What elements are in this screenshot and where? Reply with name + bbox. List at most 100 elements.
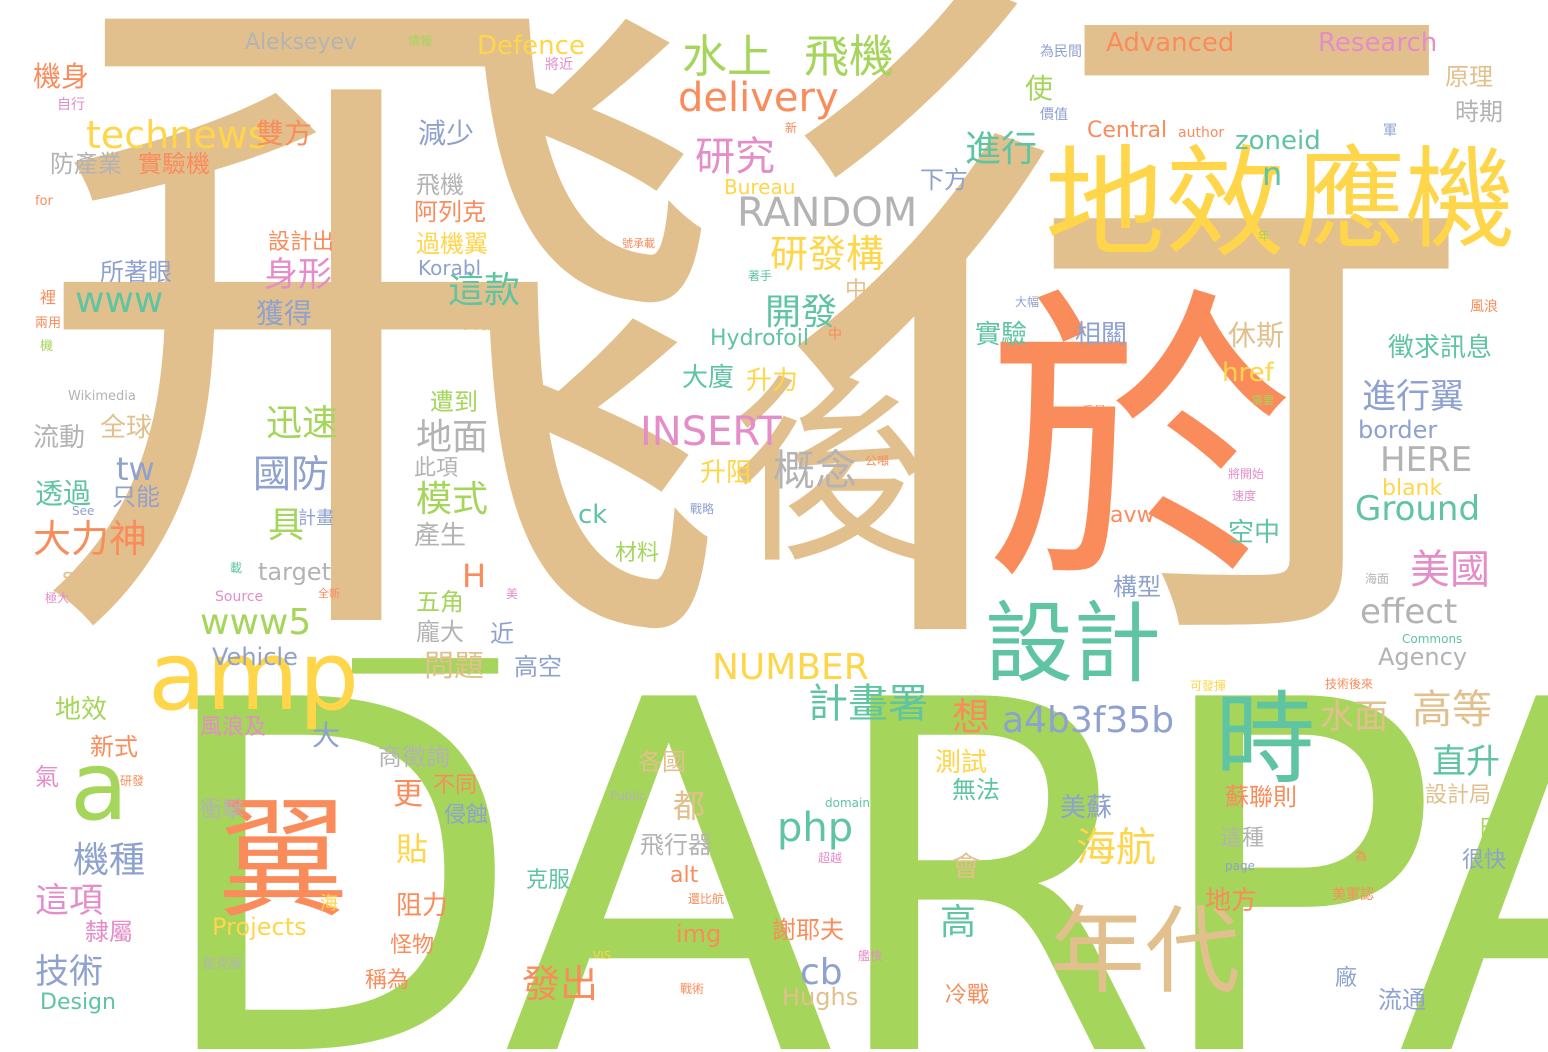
word-xieyefu: 謝耶夫 [772,916,844,944]
word-zhanshu: 戰術 [680,982,705,996]
word-shuishang: 水上 [682,30,773,83]
word-dimian: 地面 [416,417,489,458]
word-page: page [1225,859,1255,873]
word-shenxing: 身形 [264,255,332,295]
word-see: See [72,504,95,518]
word-niandai: 年代 [1050,897,1241,1007]
word-touguo: 透過 [35,477,92,510]
word-public: Public [610,789,646,803]
word-jishu: 技術 [35,952,103,992]
word-fachu: 發出 [522,962,599,1006]
word-mei: 美 [506,587,519,601]
word-zuli: 阻力 [396,891,449,921]
word-for: for [35,194,53,209]
word-da: 大 [312,719,341,752]
word-random: RANDOM [737,190,918,236]
word-zhisheng: 直升 [1432,742,1500,782]
word-img: img [676,920,722,948]
word-yanjiu: 研究 [695,134,775,180]
word-cb: cb [800,952,843,993]
word-zhexiang: 這項 [35,881,103,921]
word-jiankuai: 艦快 [858,949,883,963]
word-butong: 不同 [433,773,478,798]
word-meijunren: 美軍認 [1332,887,1374,903]
word-kaifa: 開發 [765,292,838,333]
word-jizhong: 機種 [73,840,146,881]
word-a4b3f35b: a4b3f35b [1002,700,1175,741]
word-chengwei: 稱為 [365,968,410,993]
word-cixiang: 此項 [414,456,459,481]
word-zhekuan: 這款 [448,270,521,311]
word-xuyao: 需要 [1252,394,1274,407]
word-n: n [1262,155,1283,193]
word-gaokong: 高空 [514,653,562,681]
word-xiang: 想 [952,695,991,739]
word-weiminjian: 為民間 [1040,44,1082,60]
word-moshi: 模式 [416,479,489,520]
word-shejichu: 設計出 [268,230,335,255]
word-wei: 為 [1355,849,1368,863]
word-design: Design [40,990,116,1015]
word-haimian: 海面 [1365,572,1390,586]
word-feixingqi: 飛行器 [640,831,712,859]
word-kongzhong: 空中 [1228,518,1281,548]
word-shi-make: 使 [1025,72,1054,105]
word-qinshi: 侵蝕 [444,803,489,828]
word-advanced: Advanced [1106,28,1235,58]
word-shuangfang: 雙方 [256,117,313,150]
word-qingbao: 情報 [408,34,433,48]
word-feiji: 飛機 [804,30,895,83]
word-xunsu: 迅速 [266,403,339,444]
word-zhengqiuxunxi: 徵求訊息 [1388,333,1493,363]
word-chongji: 衝擊 [200,798,245,823]
word-number: NUMBER [712,647,869,688]
word-dasha: 大廈 [682,363,735,393]
word-jihuashu: 計畫署 [808,681,928,727]
word-border: border [1358,416,1438,444]
word-gaodeng: 高等 [1412,687,1492,733]
word-jihua: 計畫 [298,508,334,529]
word-hydrofoil: Hydrofoil [710,326,809,351]
word-lengzhan: 冷戰 [945,983,990,1008]
word-yuanli: 原理 [1445,63,1493,91]
word-sulianze: 蘇聯則 [1225,783,1297,811]
word-shengli: 升力 [746,366,799,396]
word-jun: 軍 [1383,123,1397,139]
word-fenglang: 風浪 [1470,299,1498,315]
word-amp: amp [148,622,360,732]
word-yu: 於 [985,264,1295,625]
word-bureau: Bureau [724,175,796,199]
word-tie: 貼 [396,830,429,868]
word-zhongliang: 重量 [1082,404,1107,418]
word-xiangguan: 相關 [1075,320,1128,350]
word-jiazhi: 價值 [1040,107,1068,123]
word-xinshi: 新式 [90,733,138,761]
word-agency: Agency [1378,643,1468,671]
word-dalishen: 大力神 [33,517,148,561]
word-yi: 一 [345,564,505,785]
word-defence: Defence [477,31,585,61]
word-ground: Ground [1355,489,1481,529]
word-ceshi: 測試 [935,748,988,778]
word-chansheng: 產生 [414,521,467,551]
word-fenglangji: 風浪及 [200,715,267,740]
word-ck: ck [578,500,608,530]
word-sudu: 速度 [1232,489,1257,503]
word-fei: 飛 [30,0,730,737]
word-shi: 時 [1215,681,1315,798]
word-pangda: 龐大 [416,618,464,646]
word-h: H [462,557,487,595]
word-haochengzai: 號承載 [622,237,655,250]
word-meisu: 美蘇 [1060,793,1113,823]
word-jida: 極大 [45,591,70,605]
word-yanfagou: 研發構 [770,232,885,276]
word-ji: 機 [40,339,54,354]
word-guaiwu: 怪物 [390,933,435,958]
word-haihang: 海航 [1076,825,1156,871]
word-shangzhengxun: 商徵詢 [378,743,450,771]
word-jianshao: 減少 [418,117,475,150]
word-ju: 具 [268,505,305,546]
word-commons: Commons [1402,632,1463,646]
word-gainian: 概念 [773,446,858,495]
word-gao: 高 [940,902,977,943]
